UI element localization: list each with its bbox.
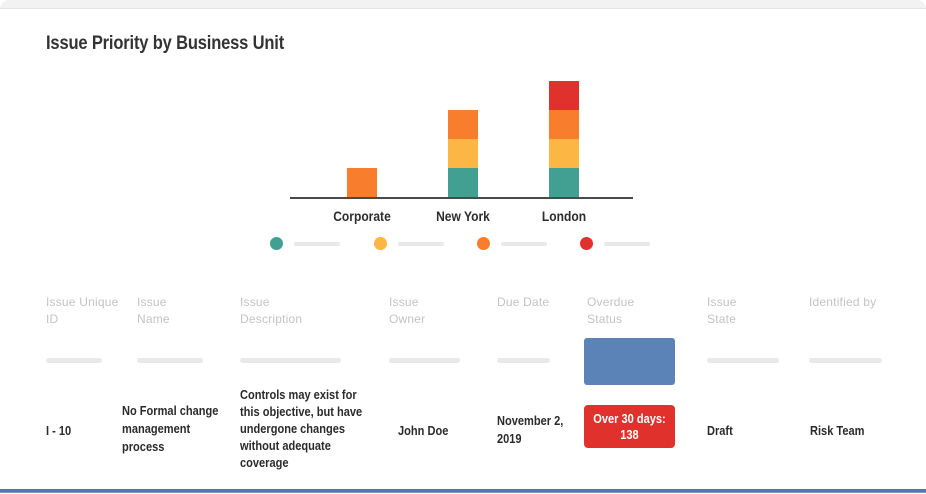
x-axis-line <box>290 197 633 199</box>
cell-issue-state: Draft <box>707 423 733 438</box>
col-header-issue-state: Issue State <box>707 295 737 326</box>
overdue-status-label: Over 30 days: <box>593 410 666 426</box>
cell-identified-by: Risk Team <box>810 423 865 438</box>
skeleton-cell <box>46 358 102 363</box>
overdue-status-badge: Over 30 days: 138 <box>584 405 675 448</box>
col-header-identified-by: Identified by <box>809 295 877 309</box>
cell-issue-description: Controls may exist for this objective, b… <box>240 387 363 470</box>
bar-segment-priority-level-3[interactable] <box>347 168 377 197</box>
cell-issue-owner: John Doe <box>398 423 449 438</box>
col-header-overdue-status: Overdue Status <box>587 295 635 326</box>
legend-dot-red-icon <box>580 237 593 250</box>
col-header-issue-owner: Issue Owner <box>389 295 426 326</box>
skeleton-cell <box>389 358 460 363</box>
bar-segment-priority-level-4[interactable] <box>549 81 579 110</box>
skeleton-cell <box>497 358 550 363</box>
cell-issue-name: No Formal change management process <box>122 403 219 454</box>
bar-segment-priority-level-1[interactable] <box>549 168 579 197</box>
col-header-issue-name: Issue Name <box>137 295 170 326</box>
x-tick-new-york: New York <box>436 208 490 224</box>
window-bottom-border <box>0 489 926 493</box>
stacked-bar-london[interactable] <box>549 81 579 197</box>
stacked-bar-corporate[interactable] <box>347 168 377 197</box>
legend-dot-orange-icon <box>477 237 490 250</box>
legend-label-redacted <box>294 242 340 246</box>
skeleton-cell <box>707 358 779 363</box>
skeleton-cell <box>240 358 341 363</box>
legend-dot-amber-icon <box>374 237 387 250</box>
bar-segment-priority-level-3[interactable] <box>549 110 579 139</box>
x-tick-corporate: Corporate <box>333 208 391 224</box>
col-header-issue-description: Issue Description <box>240 295 303 326</box>
bar-segment-priority-level-3[interactable] <box>448 110 478 139</box>
overdue-status-redacted-cell <box>584 338 675 385</box>
legend-dot-teal-icon <box>270 237 283 250</box>
legend-label-redacted <box>398 242 444 246</box>
bar-segment-priority-level-2[interactable] <box>448 139 478 168</box>
legend-label-redacted <box>501 242 547 246</box>
col-header-issue-unique-id: Issue Unique ID <box>46 295 119 326</box>
legend-label-redacted <box>604 242 650 246</box>
overdue-status-count: 138 <box>620 426 639 442</box>
cell-due-date: November 2, 2019 <box>497 413 564 446</box>
col-header-due-date: Due Date <box>497 295 550 309</box>
issue-priority-chart: Corporate New York London <box>290 70 633 255</box>
page-title: Issue Priority by Business Unit <box>46 33 285 54</box>
skeleton-cell <box>809 358 882 363</box>
cell-issue-unique-id: I - 10 <box>46 423 72 438</box>
bar-segment-priority-level-2[interactable] <box>549 139 579 168</box>
x-tick-london: London <box>541 208 587 224</box>
stacked-bar-new-york[interactable] <box>448 110 478 197</box>
skeleton-cell <box>137 358 203 363</box>
bar-segment-priority-level-1[interactable] <box>448 168 478 197</box>
card-top-edge <box>0 0 926 9</box>
